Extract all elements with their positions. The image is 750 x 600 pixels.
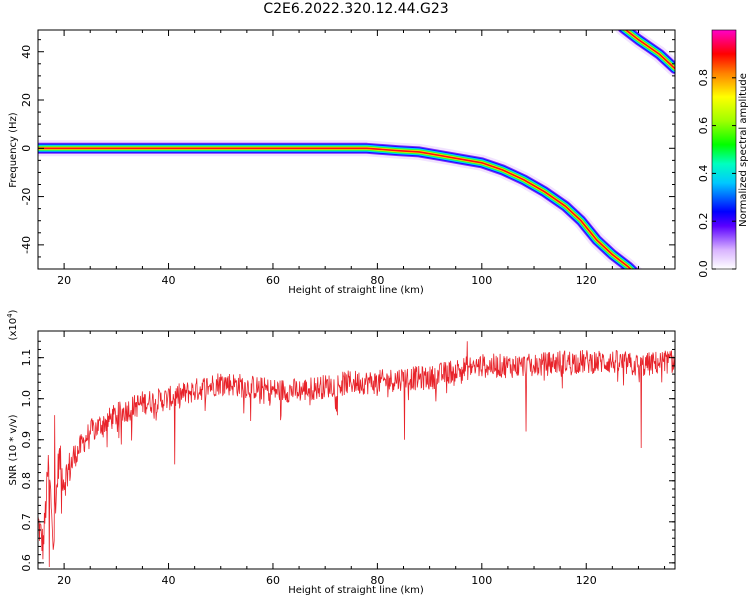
snr-ytick-label: 1.0 [20,390,33,408]
ridge-0 [38,140,643,269]
snr-line [38,341,675,567]
snr-xtick-label: 20 [57,574,71,587]
colorbar-gradient [712,30,736,269]
colorbar-ticks: 0.0 0.2 0.4 0.6 0.8 [697,69,736,278]
ridge-1-band-6 [624,30,675,70]
snr-xtick-label: 120 [576,574,597,587]
spectrogram-panel: 20 40 60 80 100 120 -40 -20 0 20 40 Height of stra… [8,29,676,296]
snr-multiplier: (x104) [6,309,19,340]
spectrogram-ytick-label: 40 [20,45,33,59]
colorbar-tick-label: 0.4 [697,165,710,183]
spectrogram-xtick-label: 20 [57,274,71,287]
spectrogram-xlabel: Height of straight line (km) [288,285,424,296]
colorbar-tick-label: 0.0 [697,260,710,278]
ridge-0-band-0 [38,140,643,269]
spectrogram-ridges [38,30,675,269]
colorbar-label: Normalized spectral amplitude [738,73,749,227]
ridge-0-band-2 [38,143,638,269]
snr-xtick-label: 40 [162,574,176,587]
snr-ytick-label: 0.6 [20,554,33,572]
spectrogram-xtick-label: 120 [576,274,597,287]
spectrogram-xtick-label: 40 [162,274,176,287]
colorbar-tick-label: 0.6 [697,117,710,135]
spectrogram-xtick-label: 100 [471,274,492,287]
snr-ytick-label: 1.1 [20,349,33,367]
snr-xlabel: Height of straight line (km) [288,585,424,596]
spectrogram-ytick-label: -40 [20,236,33,254]
snr-panel: 20 40 60 80 100 120 0.6 0.7 0.8 0.9 1.0 1.1 Height … [6,309,676,596]
spectrogram-ytick-label: 20 [20,93,33,107]
snr-ytick-label: 0.8 [20,472,33,490]
spectrogram-xtick-label: 60 [266,274,280,287]
spectrogram-frame [37,29,676,270]
snr-xtick-label: 100 [471,574,492,587]
spectrogram-ticks: 20 40 60 80 100 120 -40 -20 0 20 40 [20,30,675,287]
ridge-1 [615,30,675,77]
ridge-0-band-5 [38,146,633,269]
snr-frame [37,330,676,570]
colorbar-tick-label: 0.8 [697,69,710,87]
colorbar-frame [711,29,737,270]
snr-ticks: 20 40 60 80 100 120 0.6 0.7 0.8 0.9 1.0 1.1 [20,331,675,587]
ridge-0-band-6 [38,147,632,269]
colorbar: 0.0 0.2 0.4 0.6 0.8 Normalized spectral ampl… [697,29,749,278]
spectrogram-xtick-label: 80 [370,274,384,287]
snr-series [38,341,675,567]
chart-title: C2E6.2022.320.12.44.G23 [263,1,449,17]
spectrogram-ytick-label: 0 [20,145,33,152]
spectrogram-ytick-label: -20 [20,188,33,206]
snr-ytick-label: 0.7 [20,513,33,531]
ridge-0-band-3 [38,144,636,269]
ridge-0-band-1 [38,142,639,269]
spectrogram-ylabel: Frequency (Hz) [8,112,19,188]
snr-xtick-label: 60 [266,574,280,587]
colorbar-tick-label: 0.2 [697,212,710,230]
snr-ylabel: SNR (10 * v/v) [8,414,19,485]
ridge-0-band-4 [38,145,635,269]
snr-xtick-label: 80 [370,574,384,587]
snr-ytick-label: 0.9 [20,431,33,449]
